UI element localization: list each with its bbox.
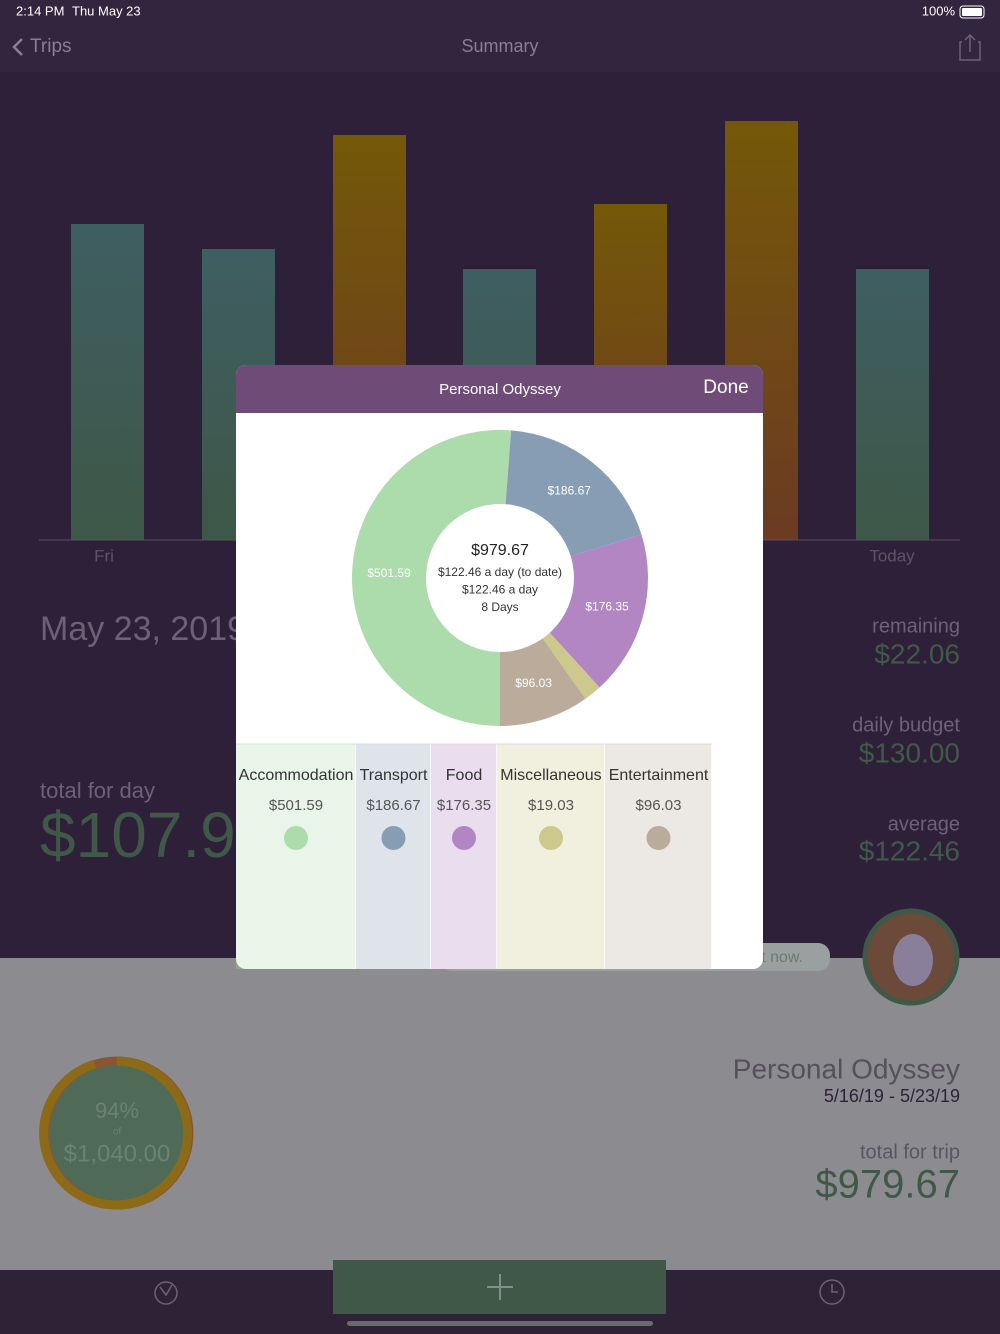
slice-label: $186.67 <box>548 483 592 497</box>
budget-ring-progress <box>39 1056 193 1210</box>
legend-dot <box>452 826 476 850</box>
slice-label: $501.59 <box>367 566 411 580</box>
legend-column <box>497 744 605 969</box>
status-time: 2:14 PM <box>16 3 64 18</box>
trip-name: Personal Odyssey <box>733 1053 960 1084</box>
day-label: Fri <box>94 546 114 565</box>
value: $130.00 <box>859 737 960 768</box>
legend-column <box>605 744 712 969</box>
label: average <box>888 813 960 835</box>
share-icon[interactable] <box>959 33 981 61</box>
tab-icon-check <box>159 1284 173 1297</box>
legend: Accommodation $501.59 Transport $186.67 Food… <box>236 743 713 969</box>
status-date: Thu May 23 <box>72 3 141 18</box>
center-line: $122.46 a day <box>462 583 538 597</box>
battery-icon <box>959 5 985 19</box>
pie-hole <box>426 504 574 652</box>
background-bar <box>71 224 144 540</box>
legend-amount: $96.03 <box>636 797 682 814</box>
home-indicator <box>347 1321 653 1326</box>
legend-column <box>236 744 356 969</box>
legend-name: Accommodation <box>239 767 354 784</box>
clock-hands <box>831 1284 838 1293</box>
center-line: $122.46 a day (to date) <box>438 565 562 579</box>
legend-dot <box>539 826 563 850</box>
pie-chart: $501.59 $186.67 $176.35 $96.03 $979.67 $122.4… <box>352 430 648 726</box>
plus-icon <box>487 1274 513 1300</box>
label: total for day <box>40 778 155 803</box>
legend-name: Food <box>446 767 482 784</box>
legend-amount: $19.03 <box>528 797 574 814</box>
tab-icon[interactable] <box>819 1279 845 1305</box>
legend-name: Transport <box>360 767 428 784</box>
slice-label: $96.03 <box>515 676 552 690</box>
day-label: Today <box>869 546 915 565</box>
tab-icon[interactable] <box>154 1281 178 1305</box>
modal-header <box>236 365 763 413</box>
legend-amount: $501.59 <box>269 797 323 814</box>
battery-level <box>962 8 982 16</box>
total-for-day: $107.94 <box>40 799 271 871</box>
back-button[interactable]: Trips <box>30 36 72 57</box>
ring-percent: 94% <box>95 1098 139 1123</box>
value: $22.06 <box>874 638 960 669</box>
legend-dot <box>646 826 671 850</box>
center-line: 8 Days <box>481 600 518 614</box>
legend-name: Entertainment <box>609 767 709 784</box>
avatar-face <box>893 934 933 986</box>
nav-title: Summary <box>461 36 538 56</box>
label: daily budget <box>852 714 960 736</box>
legend-name: Miscellaneous <box>500 767 601 784</box>
label: total for trip <box>860 1141 960 1163</box>
center-total: $979.67 <box>471 542 529 559</box>
done-button[interactable]: Done <box>703 377 748 398</box>
legend-column <box>431 744 497 969</box>
total-for-trip: $979.67 <box>815 1163 960 1207</box>
background-bar <box>856 269 929 540</box>
chat-text: t now. <box>761 949 803 966</box>
ring-budget: $1,040.00 <box>64 1140 171 1167</box>
slice-label: $176.35 <box>585 599 629 613</box>
label: remaining <box>872 615 960 637</box>
back-chevron[interactable] <box>12 38 23 56</box>
legend-dot <box>284 826 308 850</box>
ring-of: of <box>113 1127 122 1138</box>
modal: Personal Odyssey Done $501.59 $186.67 $176… <box>236 365 763 969</box>
legend-column <box>356 744 431 969</box>
nav-bar <box>0 0 1000 72</box>
trip-dates: 5/16/19 - 5/23/19 <box>824 1086 960 1106</box>
legend-dot <box>381 826 406 850</box>
modal-title: Personal Odyssey <box>439 381 561 398</box>
legend-amount: $186.67 <box>366 797 420 814</box>
value: $122.46 <box>859 835 960 866</box>
date: May 23, 2019 <box>40 610 246 648</box>
battery-text: 100% <box>922 3 956 18</box>
legend-amount: $176.35 <box>437 797 491 814</box>
